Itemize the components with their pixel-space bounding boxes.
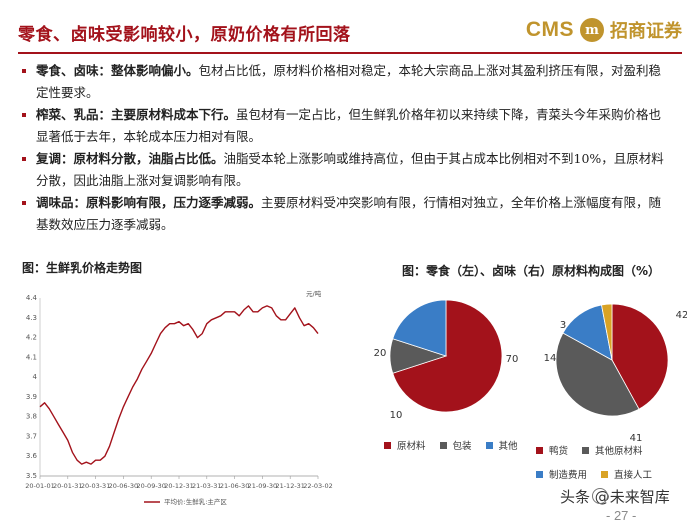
legend-label: 直接人工 — [614, 470, 653, 481]
page-number: - 27 - — [606, 508, 637, 523]
legend-item: 其他 — [485, 438, 518, 452]
y-tick-label: 4.4 — [26, 294, 38, 302]
logo-cms-text: CMS — [525, 18, 574, 41]
logo-cn-text: 招商证券 — [610, 21, 682, 42]
series-line — [39, 305, 319, 465]
bullet-body: 主要原材料受冲突影响有限，行情相对独立，全年价格上涨幅度有限，随基数效应压力逐季… — [36, 195, 662, 232]
legend-label: 包装 — [452, 441, 472, 452]
pie-slice — [555, 332, 640, 417]
milk-price-figure-title: 图：生鲜乳价格走势图 — [22, 261, 143, 275]
bullet-square-icon — [22, 113, 26, 117]
legend-item: 包装 — [439, 438, 472, 452]
bullet-body: 虽包材有一定占比，但生鲜乳价格年初以来持续下降，青菜头今年采购价格也显著低于去年… — [36, 107, 662, 144]
y-tick-label: 4.3 — [26, 314, 37, 322]
bullet-item-pickles-dairy: 榨菜、乳品：主要原材料成本下行。虽包材有一定占比，但生鲜乳价格年初以来持续下降，… — [22, 104, 672, 148]
y-unit-label: 元/吨 — [306, 289, 322, 298]
logo-emblem-icon: m — [580, 18, 604, 42]
snacks-cost-pie-chart: 70 10 20 — [374, 299, 519, 421]
x-tick-label: 21-06-30 — [220, 482, 250, 490]
x-tick-label: 20-01-01 — [25, 482, 55, 490]
x-tick-label: 20-09-30 — [136, 482, 166, 490]
pie-slice — [601, 303, 613, 361]
bullet-heading: 复调：原材料分散，油脂占比低。 — [36, 151, 224, 166]
y-tick-label: 3.6 — [26, 452, 38, 460]
bullet-item-compound-seasoning: 复调：原材料分散，油脂占比低。油脂受本轮上涨影响或维持高位，但由于其占成本比例相… — [22, 148, 672, 192]
legend-item: 制造费用 — [536, 467, 587, 481]
watermark-text: 头条 @未来智库 — [560, 488, 670, 506]
x-tick-label: 22-03-02 — [303, 482, 333, 490]
milk-price-line-chart: 元/吨3.53.63.73.83.944.14.24.34.420-01-012… — [25, 289, 333, 506]
braised-cost-pie-chart: 42 41 14 3 — [544, 303, 687, 444]
x-tick-label: 20-06-30 — [109, 482, 139, 490]
y-tick-label: 4.2 — [26, 334, 37, 342]
legend-label: 鸭货 — [549, 446, 569, 457]
y-tick-label: 3.7 — [26, 432, 37, 440]
legend-label: 原材料 — [397, 441, 426, 452]
legend-swatch — [536, 470, 543, 478]
pie-value-label: 3 — [560, 320, 566, 331]
legend-swatch — [601, 470, 609, 478]
x-tick-label: 21-12-31 — [275, 482, 305, 490]
bullet-square-icon — [22, 69, 26, 73]
bullet-item-snacks: 零食、卤味：整体影响偏小。包材占比低，原材料价格相对稳定，本轮大宗商品上涨对其盈… — [22, 60, 672, 104]
bullet-square-icon — [22, 201, 26, 205]
pie-value-label: 10 — [390, 410, 403, 421]
slide-title: 零食、卤味受影响较小，原奶价格有所回落 — [18, 25, 351, 45]
legend-swatch — [536, 446, 543, 454]
legend-label: 其他 — [498, 441, 518, 452]
bullet-item-condiments: 调味品：原料影响有限，压力逐季减弱。主要原材料受冲突影响有限，行情相对独立，全年… — [22, 192, 672, 236]
pie-slice — [392, 299, 447, 357]
pie-value-label: 41 — [630, 433, 643, 444]
y-tick-label: 3.9 — [26, 393, 37, 401]
bullet-heading: 榨菜、乳品：主要原材料成本下行。 — [36, 107, 237, 122]
legend-item: 其他原材料 — [582, 443, 643, 457]
legend-label: 制造费用 — [549, 470, 588, 481]
bullet-heading: 零食、卤味：整体影响偏小。 — [36, 63, 199, 78]
x-tick-label: 21-09-30 — [248, 482, 278, 490]
y-tick-label: 3.8 — [26, 413, 37, 421]
y-tick-label: 4 — [33, 373, 38, 381]
legend-item: 直接人工 — [601, 467, 652, 481]
pie-value-label: 42 — [676, 310, 687, 321]
bullet-body: 油脂受本轮上涨影响或维持高位，但由于其占成本比例相对不到10%，且原材料分散，因… — [36, 151, 664, 188]
legend-item: 原材料 — [384, 438, 426, 452]
x-tick-label: 20-03-31 — [81, 482, 111, 490]
legend-swatch — [485, 441, 493, 449]
legend-swatch — [582, 446, 590, 454]
y-tick-label: 4.1 — [26, 353, 37, 361]
x-tick-label: 20-12-31 — [164, 482, 194, 490]
bullet-body: 包材占比低，原材料价格相对稳定，本轮大宗商品上涨对其盈利挤压有限，对盈利稳定性要… — [36, 63, 662, 100]
x-tick-label: 21-03-31 — [192, 482, 222, 490]
bullet-heading: 调味品：原料影响有限，压力逐季减弱。 — [36, 195, 262, 210]
pie-value-label: 70 — [506, 354, 519, 365]
cms-logo: CMS m 招商证券 — [526, 16, 682, 44]
bullet-square-icon — [22, 157, 26, 161]
pie-value-label: 20 — [374, 348, 387, 359]
braised-pie-legend: 鸭货 其他原材料制造费用 直接人工 — [536, 443, 696, 481]
legend-swatch — [439, 441, 447, 449]
bullet-list: 零食、卤味：整体影响偏小。包材占比低，原材料价格相对稳定，本轮大宗商品上涨对其盈… — [22, 60, 672, 236]
y-tick-label: 3.5 — [26, 472, 37, 480]
legend-series-label: 平均价:生鲜乳:主产区 — [164, 497, 227, 506]
title-divider — [18, 52, 682, 54]
legend-item: 鸭货 — [536, 443, 568, 457]
legend-swatch — [384, 441, 391, 449]
cost-structure-figure-title: 图：零食（左）、卤味（右）原材料构成图（%） — [402, 264, 661, 278]
pie-value-label: 14 — [544, 353, 557, 364]
x-tick-label: 20-01-31 — [53, 482, 83, 490]
legend-label: 其他原材料 — [595, 446, 643, 457]
snacks-pie-legend: 原材料 包装 其他 — [384, 438, 544, 452]
watermark-logo-icon — [592, 488, 608, 504]
pie-slice — [392, 299, 503, 413]
pie-slice — [611, 303, 669, 410]
